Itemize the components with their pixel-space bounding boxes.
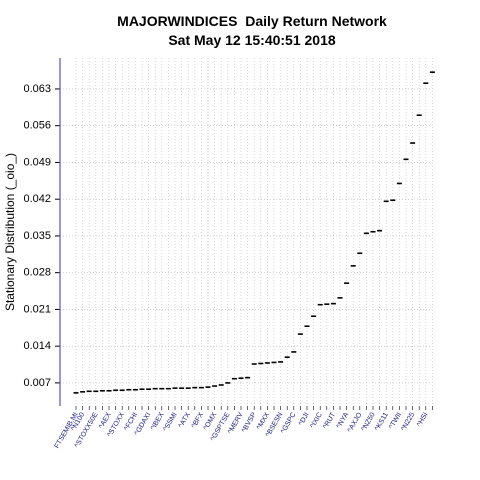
y-tick-label: 0.042 [23, 193, 51, 205]
x-tick-label: ^N225 [400, 411, 416, 432]
y-tick-label: 0.028 [23, 267, 51, 279]
y-tick-label: 0.063 [23, 83, 51, 95]
x-tick-label: ^KS11 [374, 411, 390, 432]
y-tick-label: 0.014 [23, 340, 51, 352]
x-tick-label: ^HSI [416, 411, 430, 427]
y-tick-label: 0.007 [23, 377, 51, 389]
y-axis-label: Stationary Distribution (_oio_) [3, 153, 17, 311]
y-tick-label: 0.049 [23, 156, 51, 168]
chart-title: MAJORWINDICES Daily Return Network [117, 13, 387, 29]
y-tick-label: 0.056 [23, 120, 51, 132]
x-tick-label: ^DJI [298, 411, 311, 426]
y-tick-label: 0.035 [23, 230, 51, 242]
x-tick-label: ^RUT [322, 411, 337, 430]
chart-subtitle: Sat May 12 15:40:51 2018 [168, 32, 336, 48]
y-tick-label: 0.021 [23, 303, 51, 315]
